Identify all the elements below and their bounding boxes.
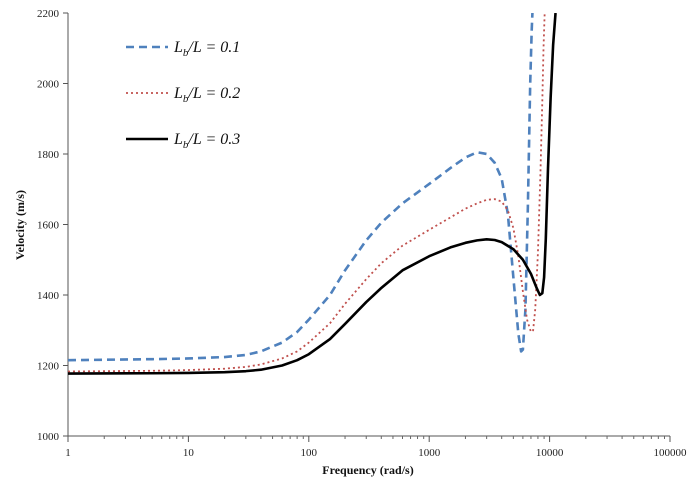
y-tick-label: 1000 (37, 431, 60, 443)
x-axis-title: Frequency (rad/s) (322, 463, 413, 477)
legend-label-2: Lb/L = 0.2 (173, 85, 240, 105)
y-tick-label: 1800 (37, 149, 60, 161)
legend-label-1: Lb/L = 0.1 (173, 39, 240, 59)
series-line-2 (68, 13, 546, 373)
x-tick-label: 1 (65, 447, 71, 459)
y-tick-label: 1200 (37, 361, 60, 373)
x-tick-label: 1000 (418, 447, 441, 459)
legend: Lb/L = 0.1 Lb/L = 0.2 Lb/L = 0.3 (126, 39, 240, 151)
legend-label-3: Lb/L = 0.3 (173, 131, 240, 151)
x-tick-label: 10 (183, 447, 195, 459)
y-tick-label: 1600 (37, 220, 60, 232)
y-tick-label: 2200 (37, 8, 60, 20)
y-axis-ticks: 1000 1200 1400 1600 1800 2000 2200 (37, 8, 68, 443)
y-tick-label: 2000 (37, 79, 60, 91)
x-axis-ticks: 1 10 100 1000 10000 100000 (65, 436, 687, 459)
series-line-3 (68, 13, 557, 375)
x-tick-label: 100 (301, 447, 318, 459)
x-tick-label: 10000 (536, 447, 564, 459)
y-tick-label: 1400 (37, 290, 60, 302)
series-line-1 (68, 13, 534, 362)
x-tick-label: 100000 (654, 447, 688, 459)
y-axis-title: Velocity (m/s) (13, 190, 27, 260)
series-layer (68, 13, 557, 375)
